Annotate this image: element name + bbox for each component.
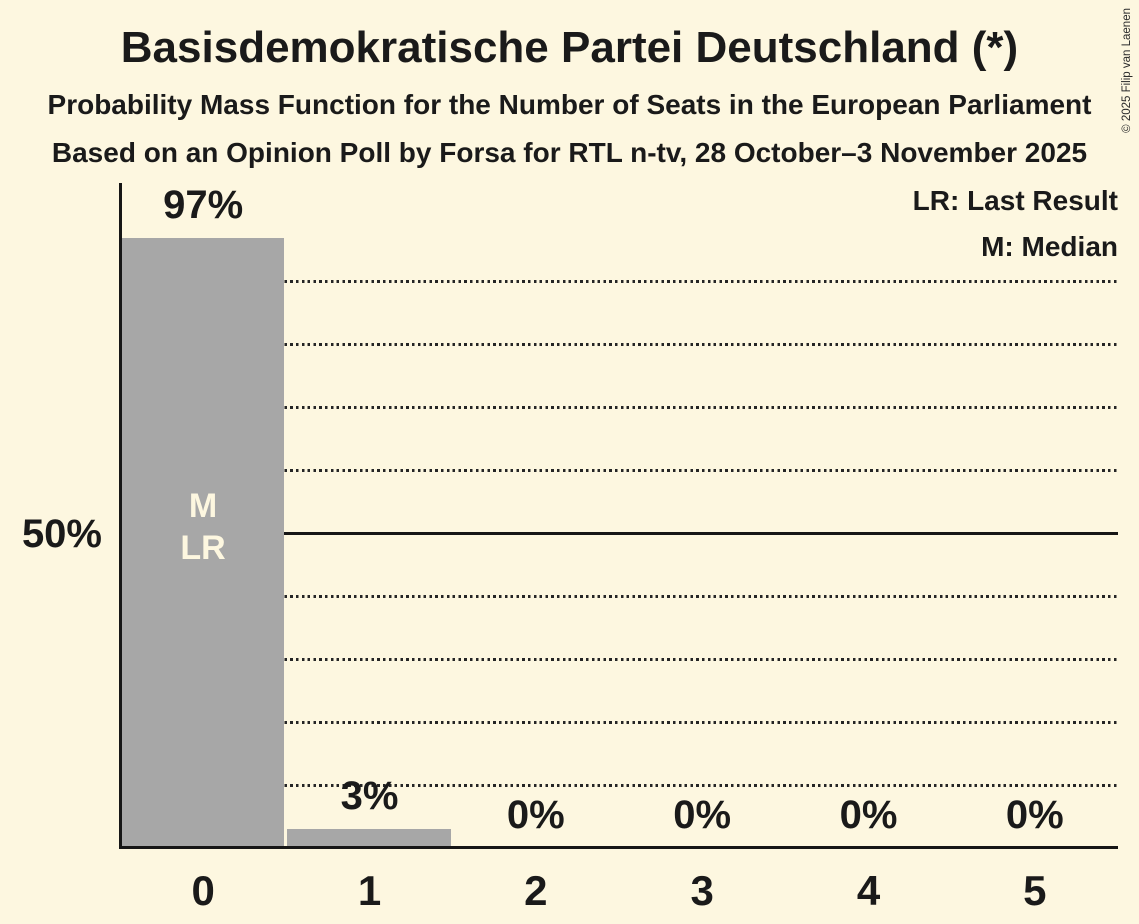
- bar-seats-1: [287, 829, 451, 848]
- median-marker: M: [188, 487, 218, 525]
- bar-value-label-1: 3%: [340, 774, 399, 819]
- bar-value-label-5: 0%: [1005, 793, 1064, 837]
- x-tick-label-3: 3: [690, 867, 714, 914]
- x-axis: [119, 846, 1118, 849]
- legend-last-result: LR: Last Result: [912, 185, 1118, 216]
- x-tick-label-0: 0: [191, 867, 215, 914]
- chart-subtitle: Probability Mass Function for the Number…: [47, 89, 1092, 120]
- x-tick-label-5: 5: [1023, 867, 1047, 914]
- x-tick-label-1: 1: [357, 867, 382, 914]
- bar-value-label-2: 0%: [506, 793, 565, 837]
- bar-value-label-0: 97%: [163, 182, 244, 227]
- gridline-40-percent: [122, 594, 1118, 598]
- y-axis-50-percent-label: 50%: [21, 512, 102, 556]
- bar-seats-0: [121, 237, 285, 848]
- bar-value-label-3: 0%: [673, 793, 732, 837]
- gridline-70-percent: [122, 406, 1118, 410]
- last-result-marker: LR: [180, 529, 226, 567]
- y-axis: [119, 183, 122, 849]
- x-tick-label-2: 2: [524, 867, 548, 914]
- gridline-30-percent: [122, 657, 1118, 661]
- gridline-80-percent: [122, 343, 1118, 347]
- gridline-90-percent: [122, 280, 1118, 284]
- chart-title: Basisdemokratische Partei Deutschland (*…: [120, 23, 1019, 72]
- gridline-10-percent: [122, 783, 1118, 787]
- gridline-20-percent: [122, 720, 1118, 724]
- solid-line-50-percent: [122, 532, 1118, 535]
- bar-annotation-median-lr: M LR: [120, 485, 286, 569]
- x-tick-label-4: 4: [856, 867, 881, 914]
- bar-value-label-4: 0%: [839, 793, 898, 837]
- copyright-notice: © 2025 Filip van Laenen: [1121, 8, 1133, 133]
- poll-details: Based on an Opinion Poll by Forsa for RT…: [51, 137, 1088, 168]
- legend-median: M: Median: [981, 231, 1118, 262]
- gridline-60-percent: [122, 469, 1118, 473]
